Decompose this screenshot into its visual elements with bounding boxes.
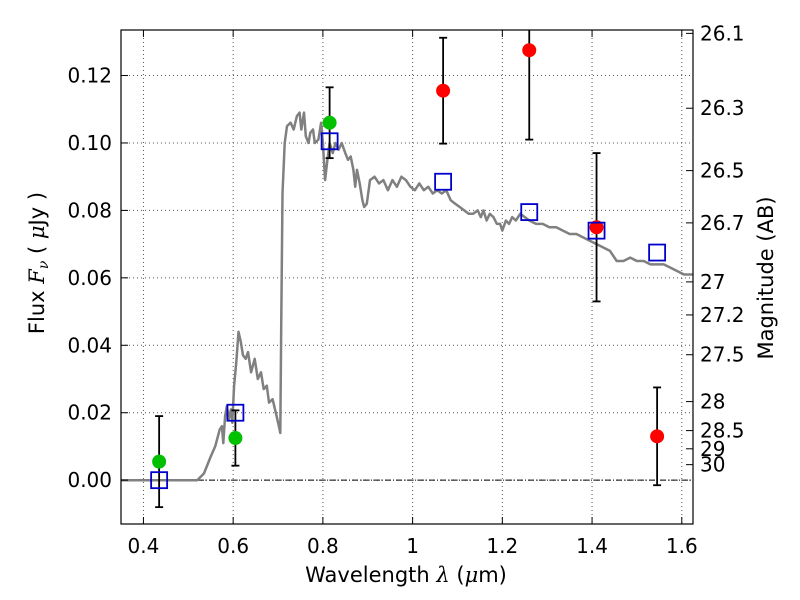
x-tick-label: 0.6 [217, 534, 249, 558]
y-tick-label: 0.06 [67, 266, 112, 290]
x-axis-label: Wavelength λ (μm) [305, 563, 507, 587]
x-tick-label: 0.4 [128, 534, 160, 558]
model-photometry-square [520, 203, 539, 221]
y2-tick-label: 30 [700, 453, 725, 477]
y2-tick-label: 27.2 [700, 303, 745, 327]
y-tick-label: 0.10 [67, 131, 112, 155]
detection-point [228, 431, 243, 446]
detection-point [152, 454, 167, 469]
y2-tick-label: 27 [700, 270, 725, 294]
detection-point [436, 83, 451, 98]
y-tick-label: 0.00 [67, 468, 112, 492]
model-photometry-square [320, 132, 339, 151]
y-tick-label: 0.02 [67, 401, 112, 425]
model-photometry-square [587, 221, 606, 240]
x-tick-label: 1.4 [576, 534, 608, 558]
y-tick-label: 0.08 [67, 198, 112, 222]
y2-tick-label: 26.3 [700, 96, 745, 120]
model-photometry-square [434, 172, 453, 191]
y2-tick-label: 28 [700, 390, 725, 414]
data-points [150, 43, 667, 490]
detection-point [650, 429, 665, 444]
x-tick-label: 1 [406, 534, 419, 558]
detection-point [322, 115, 337, 130]
x-tick-label: 1.6 [666, 534, 698, 558]
y2-tick-label: 29 [700, 437, 725, 461]
detection-point [589, 220, 604, 235]
model-photometry-square [226, 403, 245, 422]
plot-frame [120, 29, 694, 525]
x-tick-label: 1.2 [486, 534, 518, 558]
y2-tick-label: 26.1 [700, 21, 745, 45]
y2-tick-label: 27.5 [700, 343, 745, 367]
y-tick-label: 0.04 [67, 333, 112, 357]
model-sed-line [121, 111, 693, 482]
y-tick-label: 0.12 [67, 64, 112, 88]
y2-axis-label: Magnitude (AB) [754, 196, 778, 359]
detection-point [522, 43, 537, 58]
y2-tick-label: 28.5 [700, 419, 745, 443]
y2-tick-label: 26.5 [700, 159, 745, 183]
y2-tick-label: 26.7 [700, 211, 745, 235]
model-photometry-square [150, 471, 169, 490]
x-tick-label: 0.8 [307, 534, 339, 558]
axis-ticks: 0.4 0.6 0.8 1 1.2 1.4 1.6 0.00 0.02 0.04 0.06 0.08 0… [67, 21, 744, 558]
model-sed [121, 111, 693, 482]
model-photometry-square [648, 243, 667, 262]
